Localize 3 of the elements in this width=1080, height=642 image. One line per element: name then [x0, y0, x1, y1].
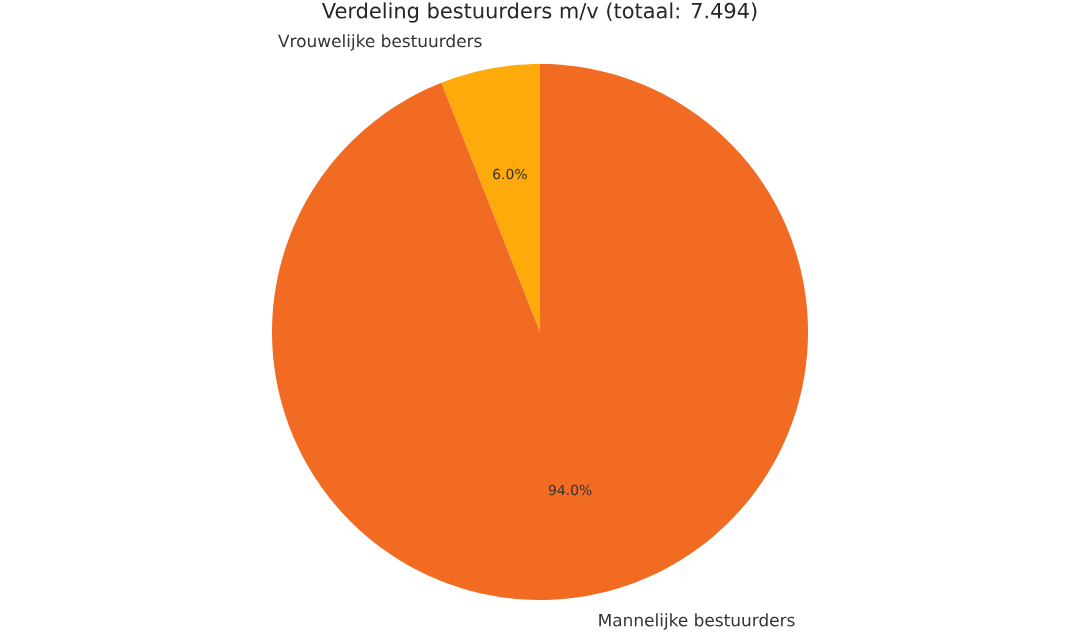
slice-label: Mannelijke bestuurders	[599, 613, 795, 630]
chart-title: Verdeling bestuurders m/v (totaal: 7.494)	[322, 2, 757, 23]
slice-label: Vrouwelijke bestuurders	[278, 34, 482, 51]
